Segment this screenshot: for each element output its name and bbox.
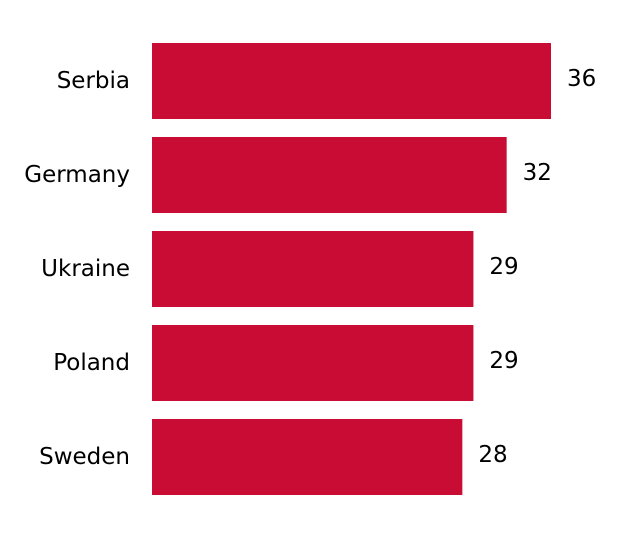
category-label-sweden: Sweden <box>39 444 130 470</box>
bar-ukraine <box>152 231 474 307</box>
bar-germany <box>152 137 507 213</box>
bar-poland <box>152 325 474 401</box>
value-label-ukraine: 29 <box>489 254 518 280</box>
value-label-sweden: 28 <box>478 442 507 468</box>
bar-sweden <box>152 419 463 495</box>
category-label-poland: Poland <box>53 350 130 376</box>
category-label-serbia: Serbia <box>57 68 130 94</box>
bars-group <box>152 43 551 495</box>
value-label-germany: 32 <box>523 160 552 186</box>
category-labels: Serbia Germany Ukraine Poland Sweden <box>24 68 130 470</box>
value-label-poland: 29 <box>489 348 518 374</box>
bar-serbia <box>152 43 551 119</box>
category-label-germany: Germany <box>24 162 130 188</box>
value-label-serbia: 36 <box>567 66 596 92</box>
value-labels: 36 32 29 29 28 <box>478 66 596 468</box>
category-label-ukraine: Ukraine <box>41 256 130 282</box>
